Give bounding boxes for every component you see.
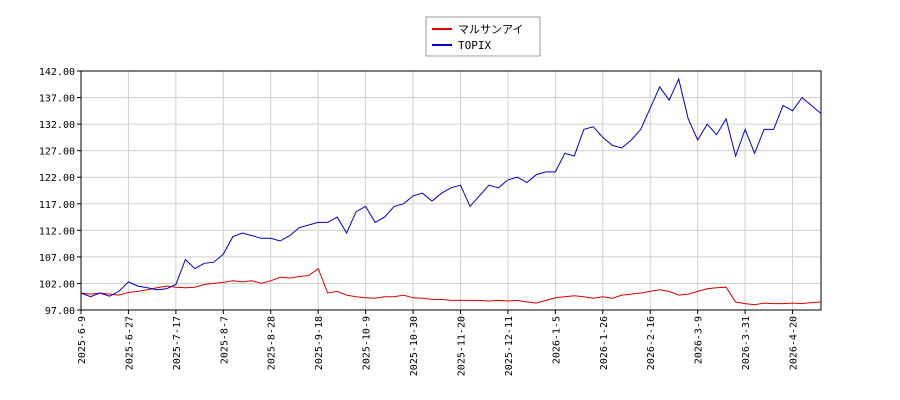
x-tick-label: 2026-1-5 bbox=[551, 316, 562, 364]
x-tick-label: 2025-12-11 bbox=[504, 316, 515, 376]
y-tick-label: 112.00 bbox=[39, 226, 75, 237]
x-tick-label: 2026-3-31 bbox=[741, 316, 752, 370]
y-tick-label: 132.00 bbox=[39, 120, 75, 131]
series-line bbox=[80, 267, 822, 306]
x-tick-label: 2025-6-27 bbox=[124, 316, 135, 370]
x-tick-label: 2025-10-9 bbox=[362, 316, 373, 370]
y-tick-label: 122.00 bbox=[39, 173, 75, 184]
legend-label: マルサンアイ bbox=[458, 23, 523, 36]
x-tick-label: 2025-10-30 bbox=[409, 316, 420, 376]
y-tick-label: 137.00 bbox=[39, 94, 75, 105]
y-tick-label: 97.00 bbox=[45, 306, 75, 317]
y-tick-label: 127.00 bbox=[39, 147, 75, 158]
legend-label: TOPIX bbox=[458, 39, 491, 52]
x-tick-label: 2026-3-9 bbox=[694, 316, 705, 364]
x-tick-label: 2025-8-28 bbox=[267, 316, 278, 370]
y-tick-label: 107.00 bbox=[39, 253, 75, 264]
x-tick-label: 2026-1-26 bbox=[599, 316, 610, 370]
x-tick-label: 2025-8-7 bbox=[219, 316, 230, 364]
x-tick-label: 2025-11-20 bbox=[456, 316, 467, 376]
x-tick-label: 2025-6-9 bbox=[77, 316, 88, 364]
series-line bbox=[80, 77, 822, 298]
y-tick-label: 142.00 bbox=[39, 67, 75, 78]
y-tick-label: 102.00 bbox=[39, 279, 75, 290]
x-tick-label: 2026-4-20 bbox=[789, 316, 800, 370]
plot-frame bbox=[80, 70, 822, 311]
legend-box bbox=[425, 16, 541, 57]
y-tick-label: 117.00 bbox=[39, 200, 75, 211]
legend: マルサンアイ TOPIX bbox=[425, 16, 541, 57]
x-tick-label: 2025-9-18 bbox=[314, 316, 325, 370]
x-tick-label: 2025-7-17 bbox=[172, 316, 183, 370]
x-tick-label: 2026-2-16 bbox=[646, 316, 657, 370]
